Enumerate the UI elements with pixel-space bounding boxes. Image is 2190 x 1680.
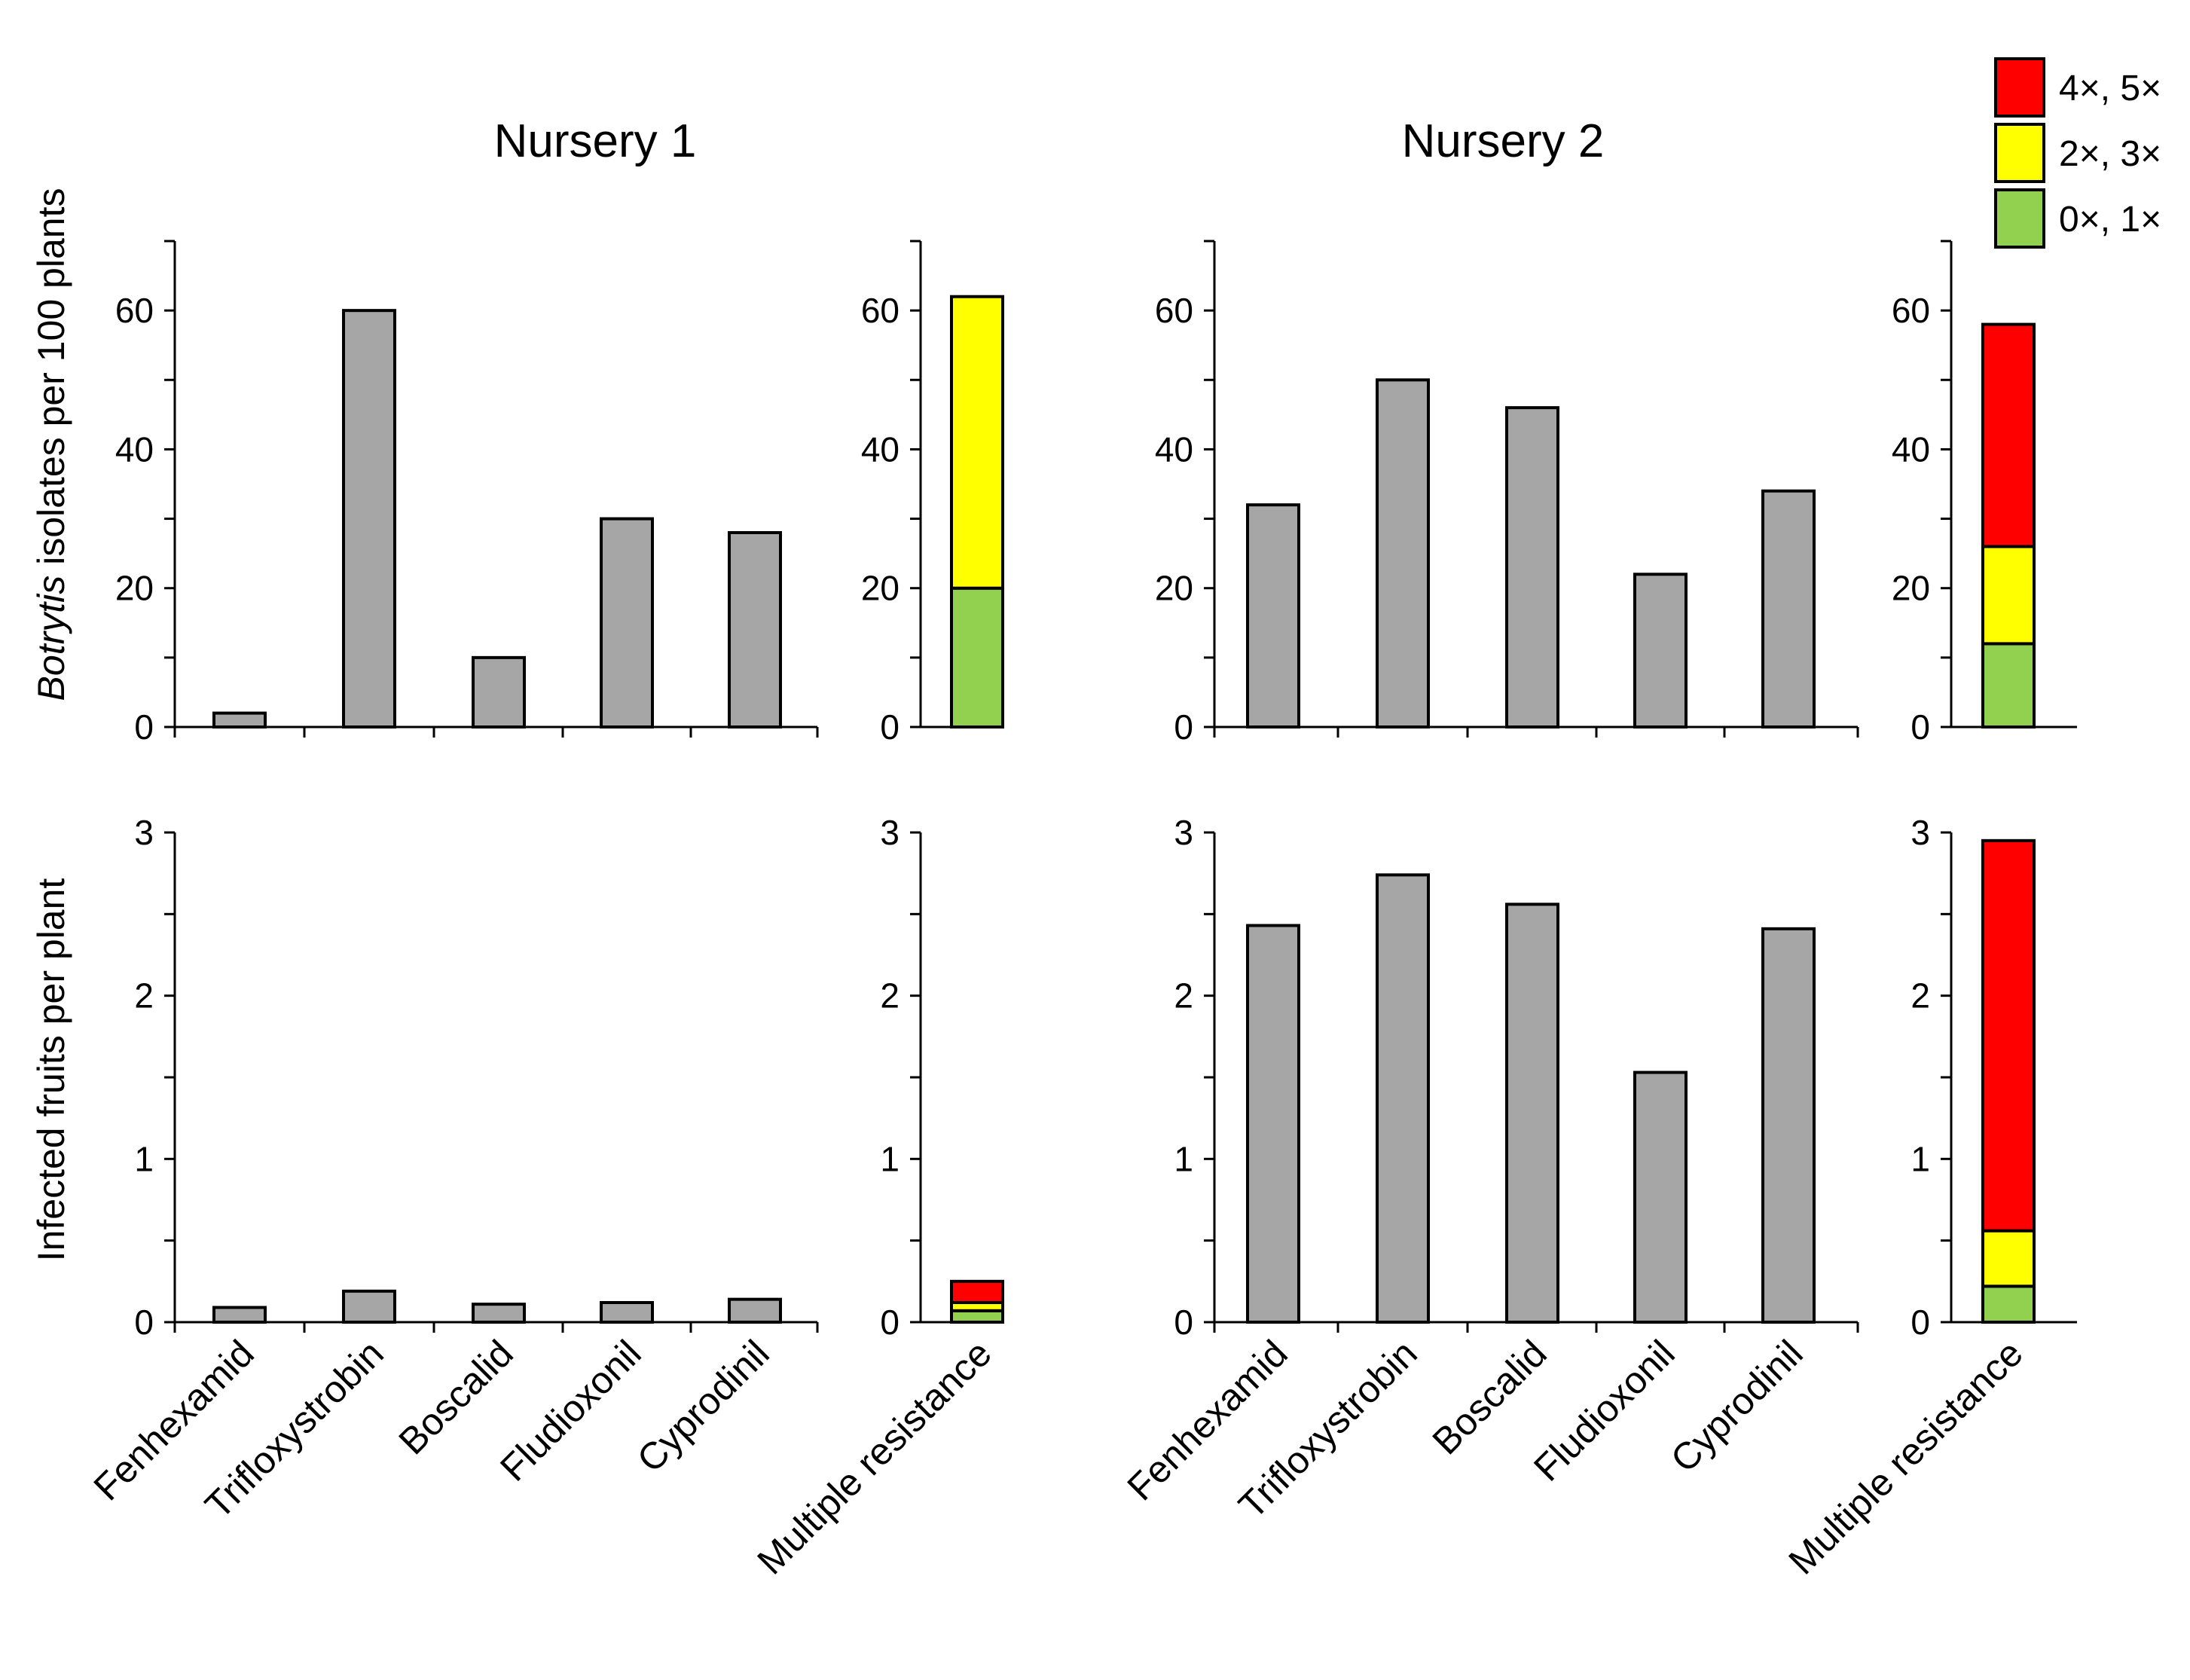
row-isolates-n1-bar-fenhexamid [212, 711, 267, 729]
row-isolates-n1-multi-y-axis-tick-label: 40 [861, 429, 900, 469]
row-isolates-n1-bar-boscalid [472, 655, 526, 729]
row-isolates-n2-multi-segment-2-3x [1981, 545, 2036, 646]
row-isolates-n1-multi-y-axis-tick-label: 0 [880, 707, 900, 747]
row-infected_fruits-n1-multi-y-axis-tick-label: 3 [880, 813, 900, 852]
row-infected_fruits-n1-bar-fludioxonil [600, 1301, 654, 1324]
row-isolates-n1-multi-y-axis-tick-label: 20 [861, 569, 900, 608]
category-label-n1-cyprodinil: Cyprodinil [629, 1332, 777, 1480]
row-isolates-n2-bar-trifloxystrobin [1376, 378, 1430, 729]
category-label-n1-fludioxonil: Fludioxonil [492, 1332, 649, 1489]
row-infected_fruits-n1-bar-fenhexamid [212, 1306, 267, 1324]
category-label-n2-cyprodinil: Cyprodinil [1663, 1332, 1811, 1480]
row-infected_fruits-n1-y-axis-tick-label: 0 [134, 1303, 154, 1342]
row-isolates-n2-multi-segment-4-5x [1981, 322, 2036, 548]
row-infected_fruits-n1-bar-cyprodinil [728, 1297, 782, 1324]
y-axis-label-rest: isolates per 100 plants [30, 188, 72, 576]
category-label-n2-fludioxonil: Fludioxonil [1526, 1332, 1683, 1489]
row-infected_fruits-n1-y-axis-tick-label: 1 [134, 1139, 154, 1178]
row-infected_fruits-n2-multi-y-axis-tick-label: 3 [1911, 813, 1930, 852]
category-label-n1-boscalid: Boscalid [391, 1332, 521, 1462]
row-isolates-n2-multi-segment-0-1x [1981, 642, 2036, 729]
row-infected_fruits-n2-multi-segment-0-1x [1981, 1284, 2036, 1324]
row-infected_fruits-n1-multi-y-axis-tick-label: 1 [880, 1139, 900, 1178]
row-infected_fruits-n2-multi-segment-2-3x [1981, 1229, 2036, 1288]
y-axis-label-infected-fruits: Infected fruits per plant [30, 878, 72, 1262]
row-isolates-n2-bar-boscalid [1505, 406, 1559, 729]
row-isolates-n2-bar-fenhexamid [1246, 503, 1300, 729]
row-isolates-n2-multi-y-axis-tick-label: 0 [1911, 707, 1930, 747]
row-infected_fruits-n1-multi-y-axis-tick-label: 0 [880, 1303, 900, 1342]
row-infected_fruits-n2-y-axis-tick-label: 2 [1174, 976, 1193, 1016]
row-infected_fruits-n2-y-axis-tick-label: 0 [1174, 1303, 1193, 1342]
legend-swatch-0 [1994, 57, 2045, 118]
row-infected_fruits-n1-multi-segment-0-1x [950, 1309, 1004, 1324]
row-infected_fruits-n2-bar-cyprodinil [1761, 927, 1816, 1324]
row-isolates-n1-y-axis-tick-label: 60 [115, 291, 154, 330]
row-isolates-n1-bar-cyprodinil [728, 531, 782, 729]
row-infected_fruits-n1-bar-trifloxystrobin [342, 1289, 396, 1324]
legend-label-0: 4×, 5× [2059, 69, 2161, 108]
row-infected_fruits-n2-multi-y-axis-tick-label: 2 [1911, 976, 1930, 1016]
row-isolates-n1-multi-y-axis-tick-label: 60 [861, 291, 900, 330]
row-isolates-n2-bar-cyprodinil [1761, 489, 1816, 729]
row-isolates-n2-multi-y-axis-tick-label: 20 [1892, 569, 1930, 608]
category-label-n2-multiple-resistance: Multiple resistance [1780, 1332, 2030, 1582]
row-infected_fruits-n1-bar-boscalid [472, 1303, 526, 1324]
legend: 4×, 5× 2×, 3× 0×, 1× [1994, 57, 2161, 249]
row-infected_fruits-n2-multi-segment-4-5x [1981, 838, 2036, 1233]
row-isolates-n1-bar-trifloxystrobin [342, 309, 396, 729]
row-isolates-n1-bar-fludioxonil [600, 517, 654, 729]
row-isolates-n2-bar-fludioxonil [1633, 573, 1688, 729]
row-infected_fruits-n2-y-axis-tick-label: 1 [1174, 1139, 1193, 1178]
panel-title-nursery-2: Nursery 2 [1402, 115, 1605, 167]
row-infected_fruits-n2-bar-fenhexamid [1246, 924, 1300, 1324]
row-isolates-n2-y-axis-tick-label: 40 [1155, 429, 1193, 469]
row-infected_fruits-n2-bar-fludioxonil [1633, 1071, 1688, 1324]
row-isolates-n1-y-axis-tick-label: 0 [134, 707, 154, 747]
row-isolates-n1-y-axis-tick-label: 20 [115, 569, 154, 608]
row-infected_fruits-n1-y-axis-tick-label: 3 [134, 813, 154, 852]
panel-title-nursery-1: Nursery 1 [494, 115, 697, 167]
row-isolates-n2-y-axis-tick-label: 0 [1174, 707, 1193, 747]
row-infected_fruits-n2-multi-y-axis-tick-label: 1 [1911, 1139, 1930, 1178]
y-axis-label-isolates: Botrytis isolates per 100 plants [30, 188, 72, 701]
row-isolates-n1-multi-segment-2-3x [950, 295, 1004, 590]
row-isolates-n2-multi-y-axis-tick-label: 60 [1892, 291, 1930, 330]
category-label-n1-multiple-resistance: Multiple resistance [749, 1332, 999, 1582]
row-infected_fruits-n2-y-axis-tick-label: 3 [1174, 813, 1193, 852]
legend-swatch-1 [1994, 123, 2045, 183]
row-isolates-n1-multi-segment-0-1x [950, 586, 1004, 729]
row-infected_fruits-n1-multi-segment-4-5x [950, 1279, 1004, 1305]
row-isolates-n2-y-axis-tick-label: 20 [1155, 569, 1193, 608]
category-label-n2-boscalid: Boscalid [1425, 1332, 1555, 1462]
legend-swatch-2 [1994, 188, 2045, 249]
y-axis-label-italic: Botrytis [30, 576, 72, 701]
row-infected_fruits-n2-bar-trifloxystrobin [1376, 873, 1430, 1324]
row-isolates-n2-multi-y-axis-tick-label: 40 [1892, 429, 1930, 469]
legend-label-1: 2×, 3× [2059, 134, 2161, 174]
row-infected_fruits-n1-y-axis-tick-label: 2 [134, 976, 154, 1016]
row-infected_fruits-n2-multi-y-axis-tick-label: 0 [1911, 1303, 1930, 1342]
legend-label-2: 0×, 1× [2059, 200, 2161, 240]
row-isolates-n2-y-axis-tick-label: 60 [1155, 291, 1193, 330]
row-infected_fruits-n1-multi-y-axis-tick-label: 2 [880, 976, 900, 1016]
row-infected_fruits-n2-bar-boscalid [1505, 903, 1559, 1324]
plots: 0204060020406002040600204060012301230123… [86, 240, 2077, 1583]
row-isolates-n1-y-axis-tick-label: 40 [115, 429, 154, 469]
